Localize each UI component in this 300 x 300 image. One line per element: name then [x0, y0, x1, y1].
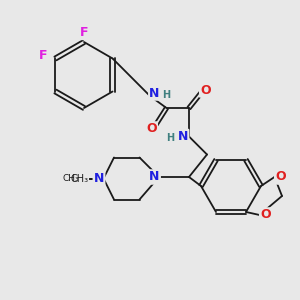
Text: N: N: [178, 130, 188, 143]
Text: N: N: [149, 170, 160, 184]
Text: N: N: [149, 86, 160, 100]
Text: F: F: [39, 49, 47, 62]
Text: O: O: [200, 83, 211, 97]
Text: N: N: [94, 172, 104, 185]
Text: CH₃: CH₃: [70, 173, 88, 184]
Text: O: O: [275, 170, 286, 184]
Text: H: H: [162, 89, 171, 100]
Text: F: F: [39, 49, 47, 62]
Text: H: H: [166, 133, 175, 143]
Text: CH₃: CH₃: [62, 174, 79, 183]
Text: O: O: [146, 122, 157, 136]
Text: F: F: [80, 26, 88, 39]
Text: O: O: [260, 208, 271, 221]
